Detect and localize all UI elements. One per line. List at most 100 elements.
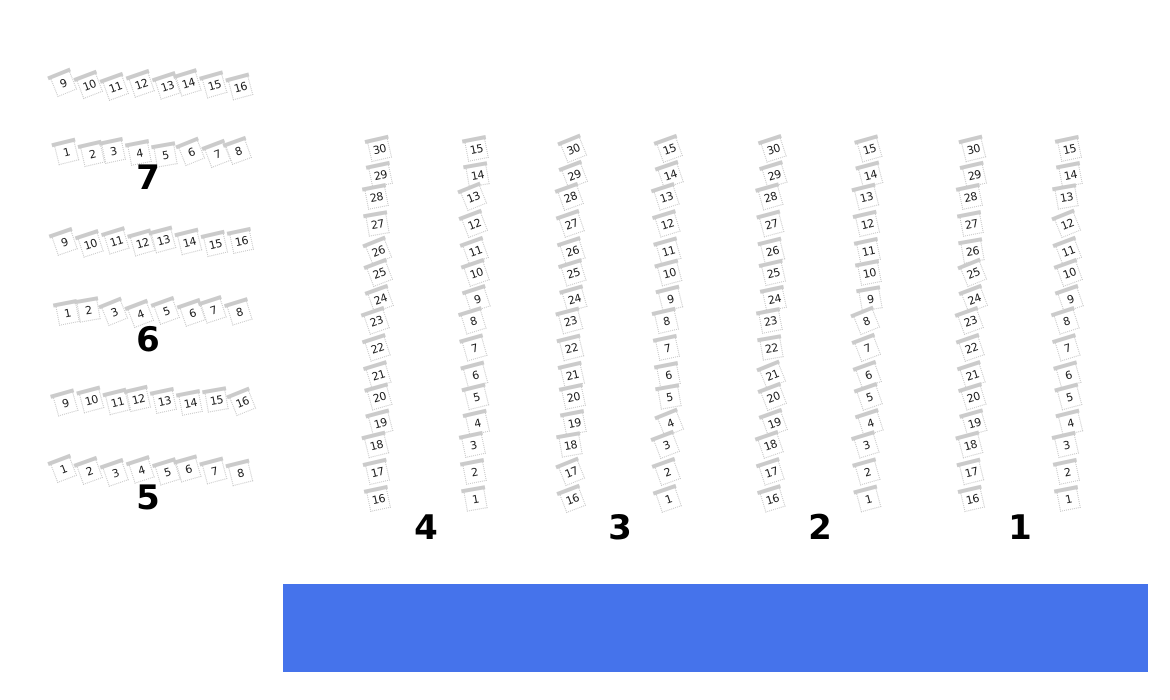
seat[interactable]: 27 xyxy=(755,209,784,238)
seat[interactable]: 12 xyxy=(852,209,880,237)
seat[interactable]: 20 xyxy=(363,381,392,410)
seat[interactable]: 11 xyxy=(100,225,130,255)
seat[interactable]: 13 xyxy=(456,181,487,212)
seat[interactable]: 23 xyxy=(554,306,583,335)
seat[interactable]: 7 xyxy=(652,333,680,361)
seat[interactable]: 3 xyxy=(97,296,128,326)
seat[interactable]: 1 xyxy=(52,298,80,326)
seat[interactable]: 10 xyxy=(460,257,490,287)
seat[interactable]: 7 xyxy=(198,455,227,484)
seat[interactable]: 8 xyxy=(223,296,253,326)
seat[interactable]: 10 xyxy=(653,257,682,286)
seat[interactable]: 25 xyxy=(557,257,587,287)
seat[interactable]: 12 xyxy=(123,384,151,412)
seat[interactable]: 30 xyxy=(556,133,587,163)
seat[interactable]: 16 xyxy=(226,226,254,254)
seat[interactable]: 22 xyxy=(955,332,985,362)
seat[interactable]: 9 xyxy=(49,387,78,416)
seat[interactable]: 16 xyxy=(756,483,786,513)
seat[interactable]: 16 xyxy=(363,484,391,512)
seat[interactable]: 7 xyxy=(458,333,487,362)
seat[interactable]: 18 xyxy=(555,431,583,458)
seat[interactable]: 12 xyxy=(651,209,681,238)
seat[interactable]: 2 xyxy=(650,456,681,486)
seat[interactable]: 3 xyxy=(850,430,880,459)
seat[interactable]: 16 xyxy=(225,386,256,416)
seat[interactable]: 22 xyxy=(756,334,784,361)
seat[interactable]: 8 xyxy=(224,458,253,486)
seat[interactable]: 20 xyxy=(957,381,987,411)
seat[interactable]: 25 xyxy=(956,257,987,287)
seat[interactable]: 8 xyxy=(1050,306,1080,335)
seat[interactable]: 3 xyxy=(649,429,680,460)
seat[interactable]: 28 xyxy=(955,182,983,211)
seat[interactable]: 2 xyxy=(851,457,880,486)
seat[interactable]: 5 xyxy=(654,382,682,410)
seat[interactable]: 20 xyxy=(756,381,787,411)
seat[interactable]: 1 xyxy=(852,484,881,513)
seat[interactable]: 15 xyxy=(853,133,882,162)
seat[interactable]: 22 xyxy=(555,333,584,362)
seat[interactable]: 22 xyxy=(361,332,391,362)
seat[interactable]: 17 xyxy=(955,457,984,486)
seat[interactable]: 1 xyxy=(1053,484,1081,512)
seat[interactable]: 17 xyxy=(362,457,390,485)
seat[interactable]: 15 xyxy=(200,229,228,257)
seat[interactable]: 13 xyxy=(1051,183,1079,210)
seat[interactable]: 2 xyxy=(72,455,103,485)
seat[interactable]: 27 xyxy=(555,208,585,238)
seat[interactable]: 12 xyxy=(1050,208,1081,239)
seat[interactable]: 20 xyxy=(558,382,586,410)
seat[interactable]: 28 xyxy=(361,183,389,210)
seat[interactable]: 1 xyxy=(460,484,488,512)
seat[interactable]: 8 xyxy=(651,306,679,335)
seat[interactable]: 1 xyxy=(652,483,682,513)
seat[interactable]: 16 xyxy=(957,484,985,512)
seat[interactable]: 2 xyxy=(459,457,487,485)
seat[interactable]: 25 xyxy=(362,257,393,287)
seat[interactable]: 23 xyxy=(755,307,783,334)
seat[interactable]: 13 xyxy=(147,224,176,253)
seat[interactable]: 12 xyxy=(457,208,488,238)
seat[interactable]: 7 xyxy=(1051,333,1081,362)
seat[interactable]: 23 xyxy=(953,305,984,336)
seat[interactable]: 15 xyxy=(198,69,227,98)
seat[interactable]: 30 xyxy=(957,134,986,162)
seat[interactable]: 3 xyxy=(1051,430,1079,459)
seat[interactable]: 6 xyxy=(174,136,205,166)
seat[interactable]: 23 xyxy=(360,306,390,335)
seat[interactable]: 28 xyxy=(553,181,584,212)
seat[interactable]: 1 xyxy=(50,137,79,165)
seat[interactable]: 9 xyxy=(46,67,77,97)
seat[interactable]: 15 xyxy=(461,134,489,162)
seat[interactable]: 30 xyxy=(364,134,392,162)
seat[interactable]: 13 xyxy=(850,182,879,211)
seat[interactable]: 18 xyxy=(954,430,983,459)
seat[interactable]: 17 xyxy=(755,456,785,486)
seat[interactable]: 16 xyxy=(555,483,586,513)
seat[interactable]: 1 xyxy=(46,453,77,483)
seat[interactable]: 14 xyxy=(175,388,203,416)
seat[interactable]: 5 xyxy=(1053,381,1082,410)
seat[interactable]: 9 xyxy=(48,226,78,256)
seat[interactable]: 30 xyxy=(757,133,787,163)
seat[interactable]: 18 xyxy=(360,430,389,459)
seat[interactable]: 8 xyxy=(457,306,487,335)
seat[interactable]: 15 xyxy=(201,385,229,413)
seat[interactable]: 13 xyxy=(650,182,680,211)
seat[interactable]: 27 xyxy=(956,209,984,237)
seat[interactable]: 10 xyxy=(1052,257,1083,287)
seat[interactable]: 7 xyxy=(850,332,881,362)
seat[interactable]: 16 xyxy=(224,71,253,100)
seat[interactable]: 10 xyxy=(854,258,882,286)
seat[interactable]: 17 xyxy=(554,456,585,487)
seat[interactable]: 3 xyxy=(98,136,126,164)
seat[interactable]: 13 xyxy=(149,386,177,414)
seat[interactable]: 10 xyxy=(74,228,104,258)
seat[interactable]: 2 xyxy=(1052,457,1080,485)
seat[interactable]: 18 xyxy=(754,430,784,459)
seat[interactable]: 15 xyxy=(1054,134,1082,162)
seat[interactable]: 2 xyxy=(73,295,101,323)
seat[interactable]: 14 xyxy=(173,227,202,255)
seat[interactable]: 5 xyxy=(853,381,883,411)
